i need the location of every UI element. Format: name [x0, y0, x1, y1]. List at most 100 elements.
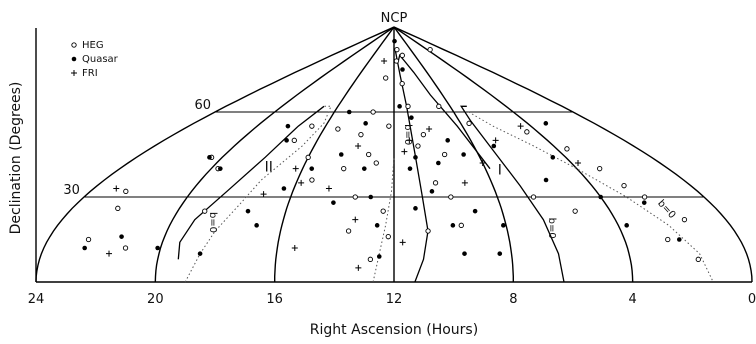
- quasar-point: [501, 223, 506, 228]
- fri-point: [355, 143, 362, 149]
- legend-label-quasar: Quasar: [82, 54, 119, 65]
- heg-point: [291, 137, 297, 143]
- heg-point: [309, 123, 315, 129]
- legend-label-fri: FRI: [82, 68, 98, 79]
- quasar-point: [207, 155, 212, 160]
- heg-point: [380, 208, 386, 214]
- data-points: [82, 38, 701, 271]
- heg-point: [448, 194, 454, 200]
- fri-point: [406, 137, 413, 144]
- quasar-point: [676, 237, 682, 242]
- quasar-point: [392, 38, 397, 44]
- meridian-ra-8: [393, 26, 514, 282]
- quasar-point: [284, 138, 289, 143]
- quasar-point: [338, 152, 344, 157]
- heg-point: [383, 75, 389, 81]
- quasar-point: [374, 223, 380, 228]
- heg-point: [358, 132, 364, 138]
- x-tick-label-12: 12: [386, 292, 403, 307]
- dec-label-60: 60: [194, 98, 211, 113]
- heg-point: [441, 151, 448, 158]
- heg-point: [115, 205, 121, 211]
- x-tick-label-20: 20: [147, 292, 164, 307]
- heg-point: [420, 132, 427, 138]
- quasar-point: [218, 166, 223, 171]
- x-tick-label-16: 16: [266, 292, 283, 307]
- meridian-ra-16: [274, 26, 395, 282]
- quasar-point: [598, 194, 603, 200]
- galactic-curve-east-dotted: [468, 111, 714, 283]
- heg-point: [373, 160, 379, 166]
- fri-point: [479, 160, 486, 166]
- fri-point: [298, 179, 305, 186]
- boundary-ra-0: [393, 26, 753, 283]
- galactic-label-1: b=0: [402, 124, 413, 145]
- galactic-curve-mid-dotted: [372, 157, 395, 283]
- heg-point: [530, 194, 537, 200]
- coordinate-grid: 60 30 24 20 16 12 8 4 0: [28, 26, 756, 307]
- heg-point: [524, 129, 530, 135]
- heg-point: [385, 234, 391, 240]
- fri-point: [260, 191, 267, 198]
- fri-point: [106, 250, 113, 257]
- quasar-point: [119, 234, 124, 239]
- heg-point: [399, 81, 405, 87]
- quasar-point: [472, 208, 478, 214]
- fri-point: [426, 126, 433, 132]
- boundary-ra-24: [35, 26, 395, 283]
- quasar-point: [376, 254, 382, 259]
- heg-point: [621, 183, 627, 189]
- quasar-point: [436, 160, 441, 166]
- quasar-point: [413, 155, 418, 160]
- galactic-plane-curves: [177, 49, 714, 283]
- fri-point: [461, 179, 468, 186]
- heg-point: [572, 208, 578, 214]
- heg-point: [425, 228, 431, 234]
- heg-point: [427, 47, 433, 53]
- heg-point: [393, 58, 400, 64]
- heg-point: [335, 126, 341, 132]
- heg-point: [641, 194, 648, 200]
- fri-point: [401, 148, 408, 155]
- fri-point: [399, 239, 406, 246]
- galactic-label-2: b=0: [207, 212, 218, 233]
- legend-marker-heg: [71, 42, 77, 48]
- quasar-point: [550, 155, 556, 160]
- heg-point: [345, 228, 352, 234]
- quasar-point: [543, 177, 549, 183]
- quasar-point: [400, 67, 405, 72]
- fri-point: [291, 245, 298, 251]
- heg-point: [564, 146, 570, 152]
- dec-label-30: 30: [63, 183, 80, 198]
- heg-point: [681, 217, 688, 223]
- galactic-curve-i-east-solid: [460, 105, 565, 283]
- quasar-point: [413, 206, 418, 211]
- quasar-point: [155, 245, 160, 251]
- fri-point: [492, 137, 499, 144]
- fri-point: [325, 185, 332, 192]
- heg-point: [366, 151, 372, 158]
- x-tick-label-4: 4: [629, 292, 637, 307]
- heg-point: [415, 143, 421, 149]
- quasar-point: [245, 208, 251, 214]
- heg-point: [309, 177, 315, 183]
- heg-point: [305, 154, 311, 160]
- y-axis-title: Declination (Degrees): [8, 82, 24, 235]
- quasar-point: [397, 104, 402, 109]
- heg-point: [665, 236, 671, 243]
- ncp-label: NCP: [381, 11, 408, 26]
- fri-point: [517, 123, 524, 130]
- quasar-point: [346, 109, 352, 115]
- quasar-point: [361, 166, 367, 171]
- fri-point: [575, 160, 582, 166]
- heg-point: [695, 256, 701, 262]
- heg-point: [202, 208, 208, 214]
- quasar-point: [461, 152, 466, 157]
- heg-point: [597, 166, 603, 172]
- heg-point: [352, 194, 358, 200]
- heg-point: [432, 180, 439, 186]
- quasar-point: [462, 251, 467, 256]
- quasar-point: [363, 121, 368, 126]
- legend: HEG Quasar FRI: [71, 40, 119, 79]
